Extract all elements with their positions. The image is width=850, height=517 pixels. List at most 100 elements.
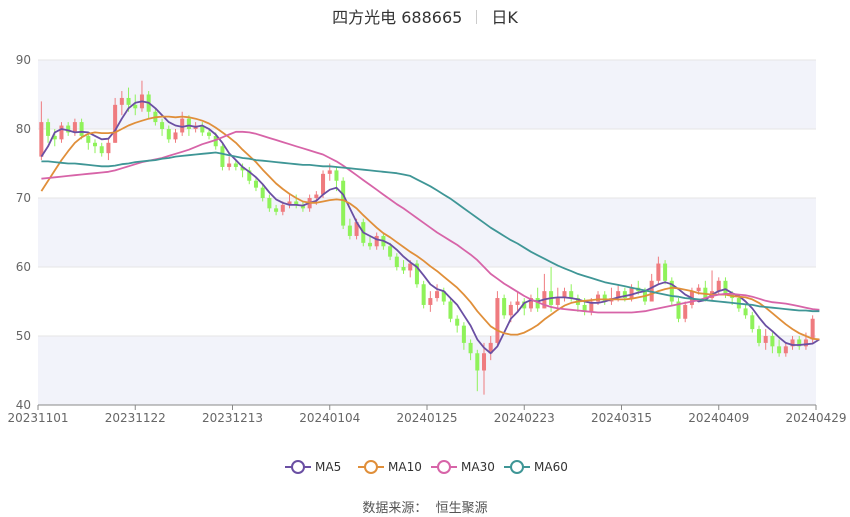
candle: [233, 160, 238, 171]
line-ma60: [41, 151, 820, 313]
candle-body: [240, 166, 245, 171]
candle-body: [696, 287, 701, 292]
candle-body: [602, 294, 607, 302]
candle: [549, 267, 554, 312]
candle-body: [227, 163, 232, 167]
candle-body: [72, 122, 77, 133]
candle: [79, 118, 84, 140]
candle-body: [488, 342, 493, 354]
candle-body: [327, 170, 332, 174]
candle-body: [723, 280, 728, 295]
candle: [106, 139, 111, 161]
candle: [66, 122, 71, 136]
candle: [321, 170, 326, 198]
candle: [770, 332, 775, 354]
candle-body: [716, 280, 721, 292]
candle: [46, 118, 51, 143]
candle: [280, 201, 285, 216]
candle: [515, 291, 520, 312]
candle-body: [294, 201, 299, 205]
candle-body: [180, 118, 185, 133]
candle-body: [66, 125, 71, 133]
candle-body: [119, 97, 124, 105]
candle: [86, 132, 91, 150]
candle-body: [797, 339, 802, 347]
legend-marker: [437, 460, 451, 474]
candle-body: [810, 318, 815, 340]
candle-body: [468, 342, 473, 354]
candle-body: [200, 125, 205, 133]
candle: [602, 291, 607, 305]
candle-body: [683, 304, 688, 319]
candle-body: [777, 346, 782, 354]
candle: [133, 94, 138, 116]
line-ma10: [40, 115, 820, 341]
candle-body: [622, 291, 627, 299]
candle-body: [669, 280, 674, 302]
candle-body: [86, 135, 91, 143]
line-ma30: [41, 130, 820, 314]
candle-body: [441, 291, 446, 302]
candle: [253, 177, 258, 192]
candle-body: [220, 146, 225, 167]
candle-body: [502, 298, 507, 316]
candle: [200, 122, 205, 136]
x-tick-label: 20231213: [202, 411, 263, 425]
candle: [347, 218, 352, 240]
candle: [160, 118, 165, 136]
candle: [59, 122, 64, 143]
candle: [119, 91, 124, 116]
candle: [575, 294, 580, 312]
candle: [421, 280, 426, 309]
legend-item-ma5: MA5: [285, 460, 341, 474]
candle: [287, 194, 292, 209]
candle: [455, 315, 460, 333]
candle: [388, 242, 393, 261]
y-tick-label: 70: [16, 191, 31, 205]
y-tick-label: 40: [16, 398, 31, 412]
candle-body: [756, 329, 762, 343]
candle: [475, 349, 480, 392]
candle-body: [461, 325, 466, 343]
x-tick-label: 20240223: [494, 411, 555, 425]
candle-body: [596, 294, 601, 302]
band: [38, 336, 816, 405]
y-tick-label: 80: [16, 122, 31, 136]
moving-average-lines: [40, 100, 820, 355]
legend-label: MA30: [461, 460, 495, 474]
candle-body: [703, 287, 708, 299]
x-tick-label: 20240409: [688, 411, 749, 425]
candle-body: [106, 142, 111, 154]
chart-title: 四方光电 688665 日K: [0, 4, 850, 28]
candle-body: [92, 142, 98, 147]
candle-body: [616, 291, 621, 299]
candle-body: [126, 97, 131, 105]
legend-marker: [291, 460, 305, 474]
candle: [99, 142, 104, 157]
candle: [435, 284, 440, 302]
y-axis-ticks: 40 50 60 70 80 90: [16, 53, 31, 412]
candle-body: [582, 304, 587, 312]
candle: [260, 184, 265, 202]
candle-body: [52, 135, 57, 140]
candle-body: [663, 263, 668, 281]
legend-label: MA5: [315, 460, 341, 474]
stock-name: 四方光电 688665: [332, 8, 463, 27]
candle: [481, 342, 487, 395]
legend-label: MA10: [388, 460, 422, 474]
legend-marker: [364, 460, 378, 474]
x-tick-label: 20231101: [7, 411, 68, 425]
x-tick-label: 20231122: [105, 411, 166, 425]
title-divider: [476, 10, 478, 24]
candle: [663, 260, 668, 285]
candle-body: [133, 104, 138, 109]
y-tick-label: 50: [16, 329, 31, 343]
candle-body: [287, 201, 292, 205]
candle: [522, 298, 527, 316]
candle: [220, 142, 225, 171]
candle: [542, 273, 547, 309]
candle: [207, 129, 212, 140]
candle-body: [113, 104, 118, 143]
candle: [683, 301, 688, 323]
candle-body: [213, 135, 218, 147]
